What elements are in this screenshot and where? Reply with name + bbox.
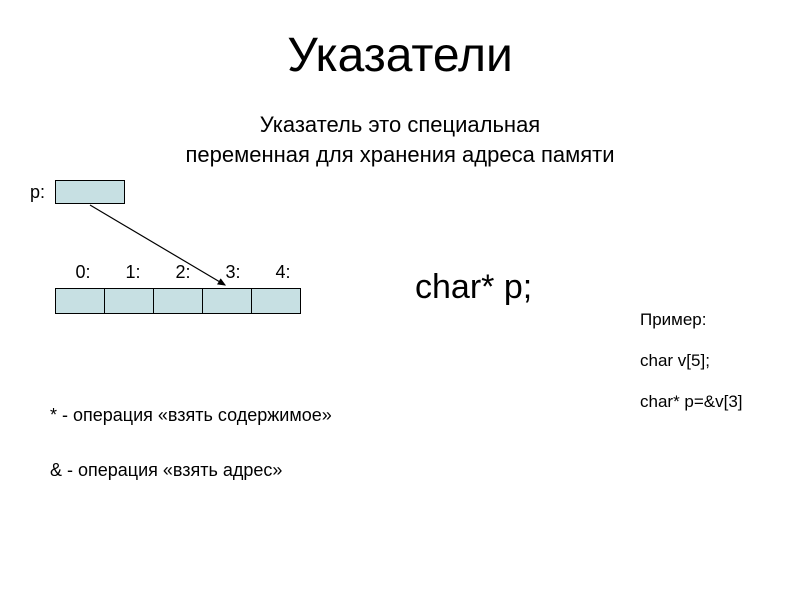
index-3: 3:: [208, 262, 258, 283]
index-1: 1:: [108, 262, 158, 283]
array-boxes: [55, 288, 301, 314]
example-line-2: char* p=&v[3]: [640, 382, 743, 423]
example-block: Пример: char v[5]; char* p=&v[3]: [640, 300, 743, 422]
index-0: 0:: [58, 262, 108, 283]
pointer-label: p:: [30, 182, 45, 203]
array-cell: [202, 288, 252, 314]
subtitle-line-1: Указатель это специальная: [260, 112, 540, 137]
array-indices: 0:1:2:3:4:: [58, 262, 308, 283]
example-label: Пример:: [640, 300, 743, 341]
array-cell: [104, 288, 154, 314]
operation-addressof: & - операция «взять адрес»: [50, 460, 282, 481]
slide-title: Указатели: [0, 28, 800, 83]
index-2: 2:: [158, 262, 208, 283]
slide-subtitle: Указатель это специальная переменная для…: [0, 110, 800, 169]
operation-dereference: * - операция «взять содержимое»: [50, 405, 332, 426]
array-cell: [55, 288, 105, 314]
index-4: 4:: [258, 262, 308, 283]
example-line-1: char v[5];: [640, 341, 743, 382]
array-cell: [251, 288, 301, 314]
declaration-code: char* p;: [415, 268, 532, 307]
array-cell: [153, 288, 203, 314]
slide: Указатели Указатель это специальная пере…: [0, 0, 800, 600]
subtitle-line-2: переменная для хранения адреса памяти: [186, 142, 615, 167]
